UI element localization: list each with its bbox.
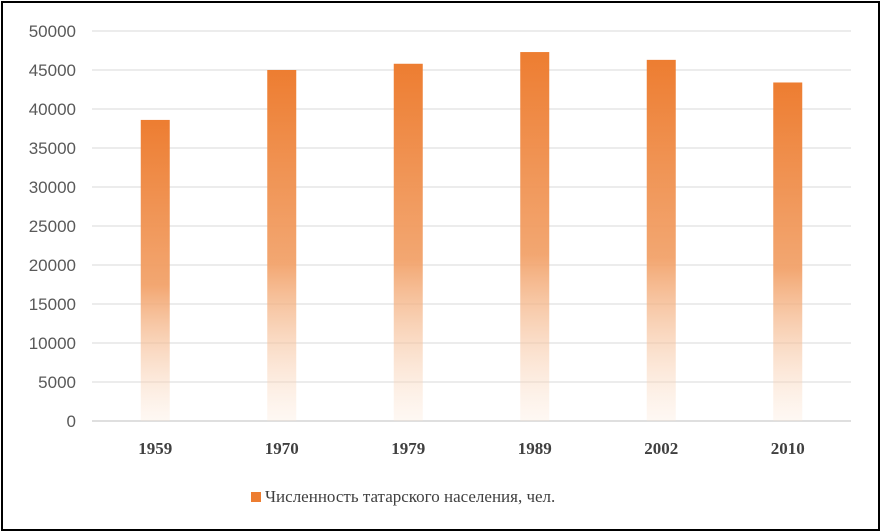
y-tick-label: 25000 (29, 217, 76, 236)
x-tick-label: 2010 (771, 439, 805, 458)
x-tick-label: 1989 (518, 439, 552, 458)
y-tick-label: 20000 (29, 256, 76, 275)
x-tick-label: 2002 (644, 439, 678, 458)
y-tick-label: 10000 (29, 334, 76, 353)
y-tick-label: 50000 (29, 22, 76, 41)
bar-1959 (140, 119, 170, 422)
bar-1989 (520, 52, 550, 422)
x-axis: 1959 1970 1979 1989 2002 2010 (138, 439, 805, 458)
bar-1979 (393, 63, 423, 421)
legend-swatch (251, 492, 261, 502)
y-tick-label: 40000 (29, 100, 76, 119)
bar-2010 (773, 82, 803, 421)
y-tick-label: 30000 (29, 178, 76, 197)
bars (140, 52, 803, 422)
y-tick-label: 5000 (38, 373, 76, 392)
bar-1970 (267, 70, 297, 421)
bar-2002 (646, 59, 676, 422)
y-tick-label: 45000 (29, 61, 76, 80)
grid-lines (92, 30, 851, 422)
y-tick-label: 15000 (29, 295, 76, 314)
y-axis: 0 5000 10000 15000 20000 25000 30000 35000 40000… (29, 22, 76, 431)
legend: Численность татарского населения, чел. (251, 487, 555, 506)
x-tick-label: 1979 (391, 439, 425, 458)
x-tick-label: 1970 (265, 439, 299, 458)
y-tick-label: 35000 (29, 139, 76, 158)
x-tick-label: 1959 (138, 439, 172, 458)
legend-label: Численность татарского населения, чел. (265, 487, 555, 506)
y-tick-label: 0 (67, 412, 76, 431)
